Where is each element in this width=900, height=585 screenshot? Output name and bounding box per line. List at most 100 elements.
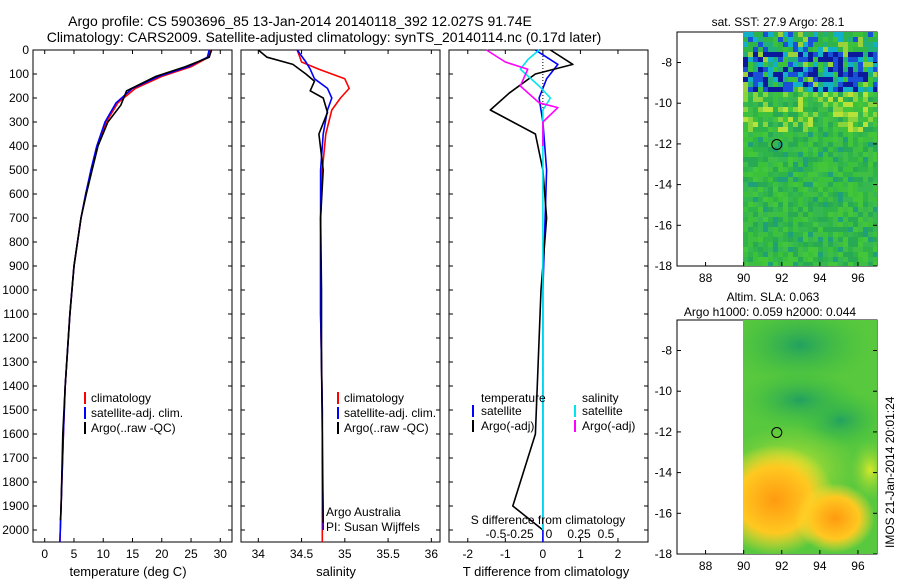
sst-cell [813,52,818,57]
sst-cell [853,92,858,97]
sst-cell [853,192,858,197]
sst-cell [758,92,763,97]
sst-cell [833,137,838,142]
sst-cell [828,167,833,172]
sla-blob [795,483,875,553]
sst-cell [808,97,813,102]
sst-cell [793,207,798,212]
sst-cell [843,202,848,207]
map-x-tick-label: 90 [737,271,751,285]
sst-cell [863,117,868,122]
sst-cell [788,172,793,177]
sst-cell [833,257,838,262]
sst-cell [873,177,877,182]
sst-cell [863,217,868,222]
sst-cell [793,42,798,47]
sst-cell [753,107,758,112]
sst-cell [743,197,748,202]
sst-cell [798,207,803,212]
sst-cell [768,142,773,147]
sst-cell [858,52,863,57]
sst-cell [818,202,823,207]
sst-cell [758,117,763,122]
sst-cell [853,42,858,47]
sst-cell [823,202,828,207]
sst-cell [828,92,833,97]
sst-cell [783,157,788,162]
sst-cell [863,222,868,227]
sst-cell [838,197,843,202]
sst-cell [818,222,823,227]
sst-cell [763,67,768,72]
x-tick-label: 25 [184,547,198,561]
sst-cell [843,217,848,222]
sst-cell [778,52,783,57]
sst-cell [798,42,803,47]
sst-cell [773,112,778,117]
sst-cell [783,52,788,57]
sst-cell [798,157,803,162]
sst-cell [748,242,753,247]
sst-cell [768,262,773,266]
sst-cell [813,182,818,187]
sst-cell [803,202,808,207]
sst-cell [868,197,873,202]
legend-label-argo: Argo(..raw -QC) [91,421,176,435]
sst-cell [843,187,848,192]
sst-cell [833,37,838,42]
sst-cell [808,42,813,47]
sst-cell [793,52,798,57]
sst-cell [848,217,853,222]
sst-cell [803,157,808,162]
sst-cell [778,112,783,117]
sst-cell [763,227,768,232]
y-tick-label: 300 [9,115,29,129]
sst-cell [873,247,877,252]
sst-cell [833,182,838,187]
sst-cell [743,237,748,242]
sst-cell [863,257,868,262]
sst-cell [748,112,753,117]
sst-cell [808,67,813,72]
sst-cell [833,72,838,77]
sst-cell [813,137,818,142]
sst-cell [763,107,768,112]
sst-cell [838,207,843,212]
map-x-tick-label: 90 [737,559,751,573]
sst-cell [788,142,793,147]
sst-cell [753,237,758,242]
sst-cell [748,212,753,217]
sst-cell [813,97,818,102]
sst-cell [753,132,758,137]
sst-cell [798,52,803,57]
sst-cell [798,227,803,232]
sst-cell [863,192,868,197]
sst-cell [803,252,808,257]
sst-cell [838,107,843,112]
sst-cell [863,137,868,142]
sst-cell [813,82,818,87]
y-tick-label: 1000 [2,283,29,297]
sst-cell [858,157,863,162]
sst-cell [768,77,773,82]
sst-cell [783,87,788,92]
sst-cell [763,132,768,137]
sst-cell [763,212,768,217]
sst-cell [773,37,778,42]
sla-blob [850,440,877,500]
sst-cell [768,237,773,242]
sst-cell [848,197,853,202]
sst-cell [823,67,828,72]
sst-cell [753,37,758,42]
sst-cell [838,132,843,137]
sst-cell [778,67,783,72]
sst-cell [743,232,748,237]
sst-cell [868,32,873,37]
sst-cell [778,72,783,77]
sst-cell [773,122,778,127]
sst-cell [768,182,773,187]
sst-cell [813,247,818,252]
sst-cell [753,112,758,117]
sst-cell [783,92,788,97]
sst-cell [743,82,748,87]
